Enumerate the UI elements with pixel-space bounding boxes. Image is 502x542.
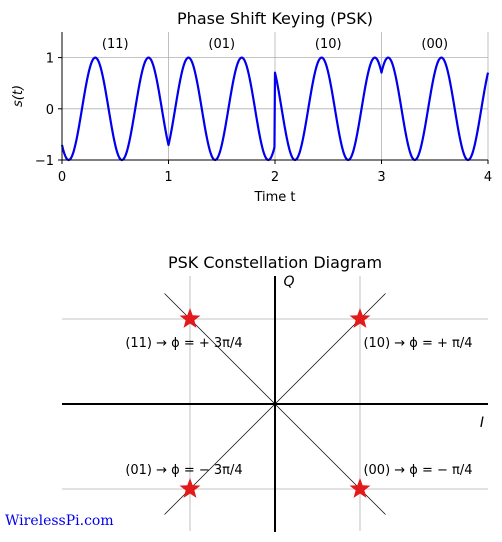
watermark-text: WirelessPi.com (5, 513, 114, 529)
x-tick-label: 0 (58, 170, 66, 185)
x-tick-label: 2 (271, 170, 279, 185)
x-axis-label: Time t (253, 190, 295, 205)
y-tick-label: 0 (46, 103, 54, 118)
constellation-title: PSK Constellation Diagram (168, 253, 382, 272)
y-tick-label: 1 (46, 52, 54, 67)
symbol-bits-label: (00) (421, 37, 448, 52)
x-tick-label: 3 (377, 170, 385, 185)
constellation-point (179, 478, 201, 498)
symbol-bits-label: (11) (102, 37, 129, 52)
x-tick-label: 4 (484, 170, 492, 185)
constellation-point-label: (01) → ϕ = − 3π/4 (125, 463, 242, 478)
constellation-point-label: (11) → ϕ = + 3π/4 (125, 336, 242, 351)
symbol-bits-label: (10) (315, 37, 342, 52)
y-axis-label: s(t) (11, 85, 26, 107)
q-axis-label: Q (283, 274, 294, 290)
constellation-point (349, 478, 371, 498)
chart-title: Phase Shift Keying (PSK) (177, 9, 373, 28)
constellation-point (179, 308, 201, 328)
psk-waveform-line (60, 56, 490, 162)
constellation-point (349, 308, 371, 328)
constellation-point-label: (10) → ϕ = + π/4 (363, 336, 472, 351)
x-tick-label: 1 (164, 170, 172, 185)
symbol-bits-label: (01) (208, 37, 235, 52)
i-axis-label: I (480, 415, 484, 431)
y-tick-label: −1 (35, 154, 54, 169)
constellation-point-label: (00) → ϕ = − π/4 (363, 463, 472, 478)
